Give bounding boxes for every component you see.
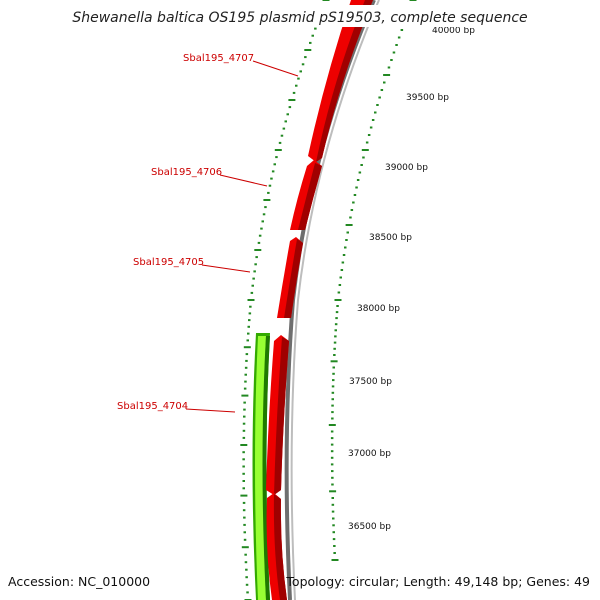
ruler-label-40000: 40000 bp (432, 26, 475, 36)
inner-ruler-ticks (328, 0, 417, 561)
gene-label-leader-4707 (252, 60, 299, 77)
gene-label-sbal195-4706[interactable]: Sbal195_4706 (151, 167, 222, 178)
ruler-label-39000: 39000 bp (385, 163, 428, 173)
backbone-shadow (290, 0, 380, 600)
gene-label-sbal195-4704[interactable]: Sbal195_4704 (117, 401, 188, 412)
ruler-label-38500: 38500 bp (369, 233, 412, 243)
gene-sbal195-4703-shade (273, 494, 287, 600)
map-title: Shewanella baltica OS195 plasmid pS19503… (72, 10, 527, 26)
gene-sbal195-4706-shade (298, 163, 322, 230)
gene-label-sbal195-4705[interactable]: Sbal195_4705 (133, 257, 204, 268)
accession-text: Accession: NC_010000 (8, 574, 150, 589)
ruler-label-37000: 37000 bp (348, 449, 391, 459)
summary-text: Topology: circular; Length: 49,148 bp; G… (285, 574, 590, 589)
gene-label-sbal195-4707[interactable]: Sbal195_4707 (183, 53, 254, 64)
gene-sbal195-4704-shade (274, 337, 289, 495)
gene-sbal195-4707-shade (316, 0, 373, 162)
gene-label-leader-4705 (201, 264, 251, 273)
ruler-label-38000: 38000 bp (357, 304, 400, 314)
ruler-label-39500: 39500 bp (406, 93, 449, 103)
gene-sbal195-4705-shade (284, 239, 303, 318)
gene-label-leader-4706 (219, 174, 268, 187)
title-background (80, 5, 525, 27)
outer-gc-ticks (240, 0, 330, 600)
gene-label-leader-4704 (185, 408, 236, 413)
gene-green-reverse-dark (262, 336, 270, 600)
ruler-label-36500: 36500 bp (348, 522, 391, 532)
gene-green-reverse-highlight (255, 336, 266, 600)
ruler-label-37500: 37500 bp (349, 377, 392, 387)
